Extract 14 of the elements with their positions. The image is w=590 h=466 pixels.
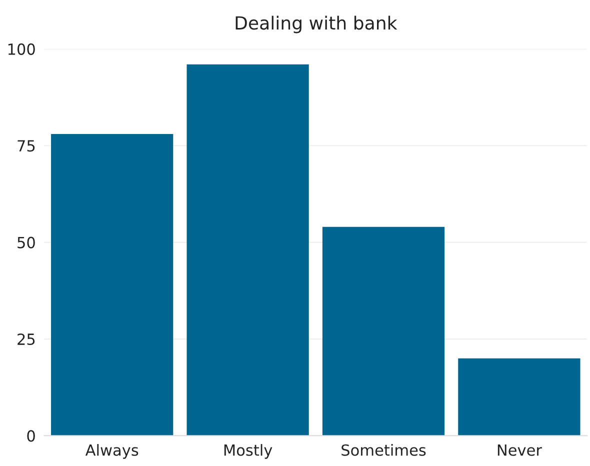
x-tick-label: Sometimes	[342, 444, 426, 456]
bar	[458, 358, 580, 436]
x-tick-label: Never	[498, 444, 542, 456]
y-tick-label: 25	[18, 333, 35, 346]
chart-title: Dealing with bank	[236, 16, 398, 34]
y-tick-label: 0	[27, 430, 35, 442]
x-tick-label: Always	[85, 444, 138, 459]
y-tick-label: 75	[18, 140, 35, 152]
y-tick-label: 100	[8, 43, 35, 55]
bar	[51, 134, 174, 436]
bar	[186, 64, 309, 436]
bar	[322, 226, 445, 436]
y-tick-label: 50	[18, 236, 35, 248]
x-tick-label: Mostly	[224, 444, 272, 459]
